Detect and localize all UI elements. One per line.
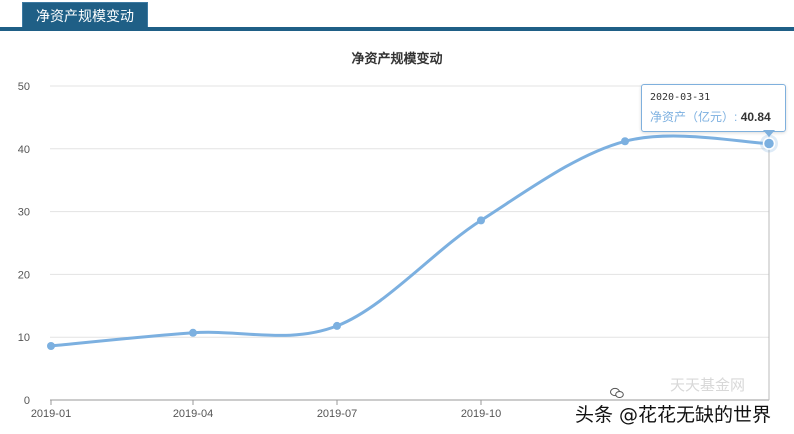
data-point	[333, 321, 341, 330]
y-tick-label: 20	[18, 269, 30, 281]
data-point	[189, 328, 197, 337]
x-tick-label: 2019-07	[317, 408, 357, 420]
x-tick-label: 2019-01	[31, 408, 71, 420]
x-tick-label: 2019-10	[461, 408, 501, 420]
chart-tooltip: 2020-03-31 净资产（亿元）: 40.84	[641, 84, 786, 132]
data-point	[621, 137, 629, 146]
chart-title: 净资产规模变动	[351, 51, 442, 67]
series-line-net-asset	[50, 134, 770, 348]
tooltip-series-row: 净资产（亿元）: 40.84	[650, 108, 771, 125]
tooltip-series-label: 净资产（亿元）:	[650, 110, 738, 124]
data-point	[47, 341, 55, 350]
wechat-icon	[610, 387, 624, 398]
data-point	[477, 216, 485, 225]
tab-bar: 净资产规模变动	[0, 0, 794, 34]
x-tick-label: 2019-04	[173, 408, 213, 420]
net-asset-line-chart: 净资产规模变动 0 10 20 30 40 50 2019-01 2019-04 2019-07 2…	[18, 51, 778, 420]
y-tick-label: 10	[18, 332, 30, 344]
tooltip-date: 2020-03-31	[650, 92, 711, 103]
watermark-site: 天天基金网	[670, 377, 746, 394]
y-tick-label: 50	[18, 81, 30, 93]
tooltip-pointer	[763, 130, 775, 137]
watermark-author: 头条 @花花无缺的世界	[575, 404, 772, 426]
y-tick-label: 30	[18, 207, 30, 219]
tab-net-asset-change[interactable]: 净资产规模变动	[22, 2, 148, 30]
data-point	[762, 137, 776, 150]
tab-underline	[0, 27, 794, 31]
y-tick-label: 40	[18, 144, 30, 156]
y-tick-label: 0	[24, 395, 30, 407]
tooltip-value: 40.84	[740, 110, 771, 124]
